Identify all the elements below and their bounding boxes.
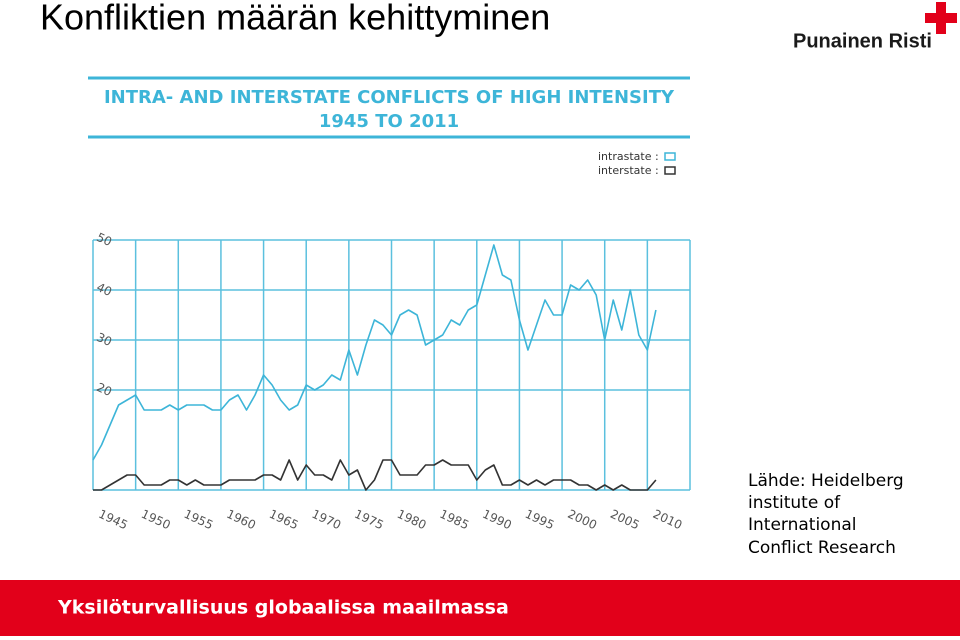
x-tick-label: 1960 (224, 507, 258, 533)
source-line: Lähde: Heidelberg (748, 471, 904, 491)
y-tick-label: 40 (94, 280, 114, 299)
x-tick-label: 1980 (395, 507, 429, 533)
x-tick-label: 2005 (608, 507, 642, 533)
x-tick-label: 1965 (267, 507, 301, 533)
x-tick-label: 1950 (139, 507, 173, 533)
series-line (93, 459, 657, 491)
source-line: International (748, 515, 857, 535)
source: Lähde: Heidelberg institute of Internati… (748, 471, 904, 558)
chart-subtitle: 1945 TO 2011 (319, 111, 459, 132)
footer-text: Yksilöturvallisuus globaalissa maailmass… (57, 597, 509, 619)
slide-title: Konfliktien määrän kehittyminen (40, 0, 550, 38)
legend-label: intrastate : (598, 150, 659, 163)
logo: Punainen Risti (793, 2, 957, 52)
legend-swatch (664, 166, 676, 175)
legend-swatch (664, 152, 676, 161)
source-line: Conflict Research (748, 538, 896, 558)
source-line: institute of (748, 493, 841, 513)
x-tick-label: 1955 (182, 507, 216, 533)
x-tick-label: 1985 (438, 507, 472, 533)
footer-bar (0, 580, 960, 636)
x-tick-label: 1995 (523, 507, 557, 533)
chart-title: INTRA- AND INTERSTATE CONFLICTS OF HIGH … (104, 87, 675, 108)
x-tick-label: 1945 (96, 507, 130, 533)
logo-cross (925, 13, 957, 23)
x-tick-label: 1990 (480, 507, 514, 533)
x-tick-label: 2000 (565, 507, 599, 533)
x-tick-label: 2010 (651, 507, 685, 533)
y-tick-label: 50 (94, 230, 114, 249)
y-tick-label: 20 (94, 380, 114, 399)
legend-label: interstate : (598, 164, 659, 177)
y-tick-label: 30 (94, 330, 114, 349)
x-tick-label: 1975 (352, 507, 386, 533)
x-tick-label: 1970 (310, 507, 344, 533)
logo-text: Punainen Risti (793, 30, 932, 52)
series-line (92, 244, 657, 461)
